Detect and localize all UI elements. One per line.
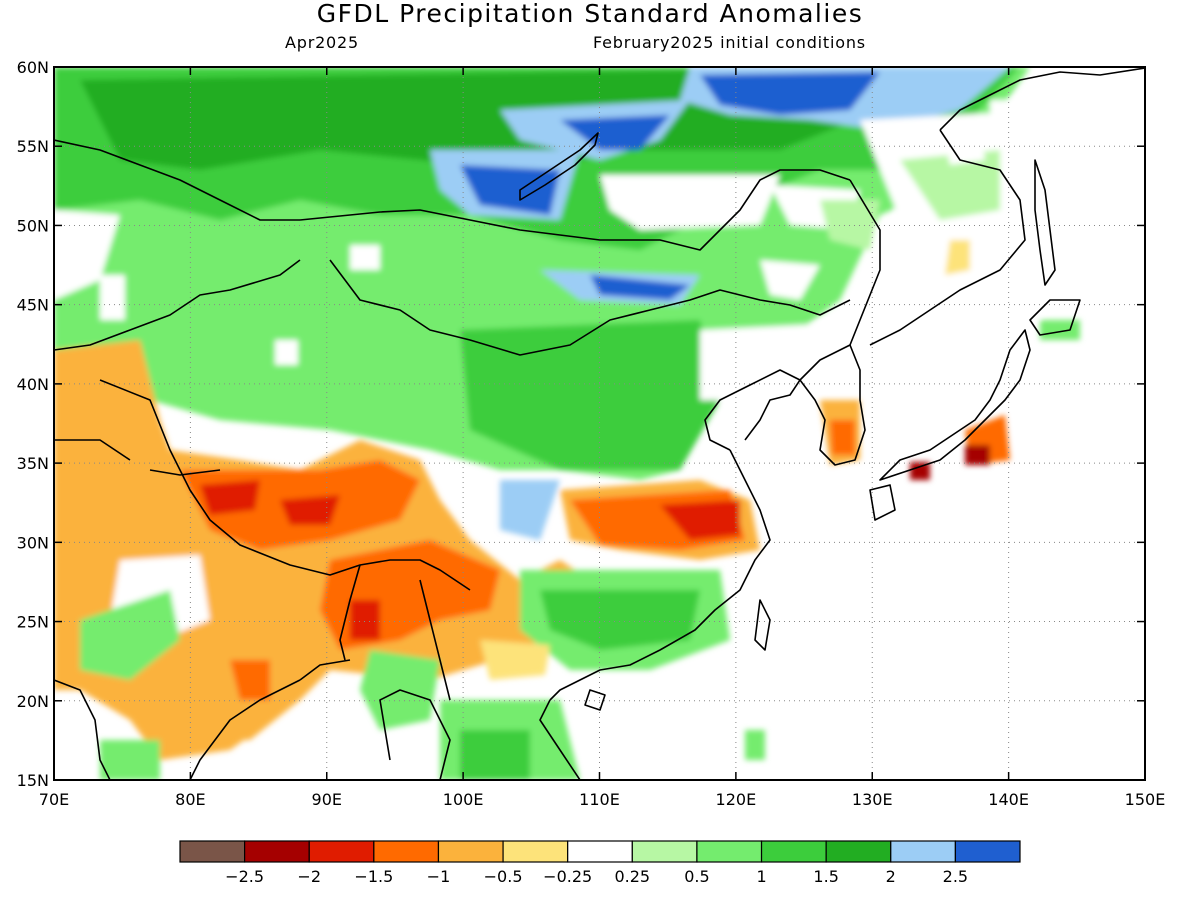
colorbar-label: 0.5 bbox=[684, 867, 709, 886]
china-tibet-south bbox=[54, 439, 221, 476]
colorbar-label: −1.5 bbox=[354, 867, 393, 886]
colorbar-swatch bbox=[567, 840, 633, 863]
lon-tick-label: 70E bbox=[39, 790, 69, 809]
colorbar-label: 2 bbox=[886, 867, 896, 886]
sakhalin bbox=[1034, 159, 1056, 286]
forecast-month: Apr2025 bbox=[285, 33, 359, 52]
colorbar-swatch bbox=[244, 840, 310, 863]
colorbar-label: −0.5 bbox=[484, 867, 523, 886]
lat-tick-label: 40N bbox=[17, 375, 49, 394]
korea-peninsula bbox=[799, 344, 866, 466]
colorbar: −2.5 −2 −1.5 −1 −0.5 −0.25 0.25 0.5 1 1.5 2 2.5 bbox=[179, 840, 1021, 886]
myanmar-border bbox=[339, 564, 451, 701]
himalaya-border bbox=[99, 379, 471, 591]
colorbar-swatch bbox=[890, 840, 956, 863]
colorbar-swatch bbox=[954, 840, 1021, 863]
lat-tick-label: 55N bbox=[17, 137, 49, 156]
lat-tick-label: 60N bbox=[17, 58, 49, 77]
lat-tick-label: 20N bbox=[17, 692, 49, 711]
colorbar-swatch bbox=[308, 840, 375, 863]
chart-title: GFDL Precipitation Standard Anomalies bbox=[316, 0, 864, 28]
lon-tick-label: 140E bbox=[988, 790, 1029, 809]
colorbar-swatch bbox=[373, 840, 440, 863]
lat-tick-label: 45N bbox=[17, 296, 49, 315]
taiwan bbox=[754, 599, 771, 651]
lon-tick-label: 150E bbox=[1125, 790, 1166, 809]
colorbar-label: 1 bbox=[756, 867, 766, 886]
japan-honshu bbox=[879, 329, 1031, 481]
hainan bbox=[584, 689, 606, 711]
lon-tick-label: 90E bbox=[312, 790, 342, 809]
russia-mongolia-border bbox=[299, 169, 851, 251]
india-east-coast bbox=[189, 679, 301, 780]
lon-tick-label: 120E bbox=[716, 790, 757, 809]
colorbar-swatch bbox=[696, 840, 763, 863]
lat-tick-label: 30N bbox=[17, 533, 49, 552]
japan-hokkaido bbox=[1029, 299, 1081, 336]
lat-tick-label: 35N bbox=[17, 454, 49, 473]
colorbar-swatch bbox=[179, 840, 246, 863]
colorbar-swatch bbox=[825, 840, 892, 863]
china-coastline bbox=[549, 449, 771, 701]
lat-tick-label: 25N bbox=[17, 613, 49, 632]
russia-pacific-coast bbox=[869, 67, 1145, 346]
colorbar-swatch bbox=[437, 840, 504, 863]
lon-tick-label: 110E bbox=[579, 790, 620, 809]
colorbar-label: −1 bbox=[427, 867, 451, 886]
japan-kyushu bbox=[869, 484, 896, 521]
baikal bbox=[519, 132, 599, 201]
indochina-coast bbox=[379, 689, 581, 780]
colorbar-label: 2.5 bbox=[943, 867, 968, 886]
lat-tick-label: 50N bbox=[17, 216, 49, 235]
colorbar-swatch bbox=[760, 840, 827, 863]
initial-conditions: February2025 initial conditions bbox=[593, 33, 866, 52]
lon-tick-label: 80E bbox=[175, 790, 205, 809]
axis-ticks: 70E 80E 90E 100E 110E 120E 130E 140E 150E 60N 55N 5… bbox=[17, 58, 1166, 809]
colorbar-label: −2.5 bbox=[225, 867, 264, 886]
colorbar-label: 1.5 bbox=[813, 867, 838, 886]
china-northeast-border bbox=[849, 179, 881, 346]
colorbar-label: 0.25 bbox=[614, 867, 650, 886]
graticule bbox=[54, 67, 1145, 780]
coastlines-and-borders bbox=[54, 67, 1145, 780]
lon-tick-label: 100E bbox=[443, 790, 484, 809]
lat-tick-label: 15N bbox=[17, 771, 49, 790]
india-west-coast bbox=[54, 679, 111, 780]
bay-of-bengal-delta bbox=[299, 659, 351, 681]
lon-tick-label: 130E bbox=[852, 790, 893, 809]
bohai-coast bbox=[704, 369, 801, 451]
kazakhstan-border bbox=[54, 139, 301, 351]
colorbar-label: −0.25 bbox=[543, 867, 592, 886]
colorbar-label: −2 bbox=[297, 867, 321, 886]
colorbar-swatch bbox=[631, 840, 698, 863]
colorbar-swatch bbox=[502, 840, 569, 863]
mongolia-china-border bbox=[329, 259, 851, 356]
